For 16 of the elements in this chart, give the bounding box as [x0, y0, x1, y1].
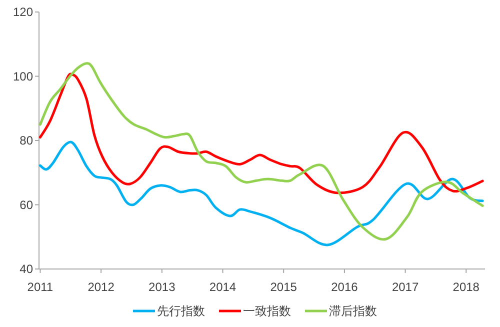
y-tick-label: 80	[20, 134, 34, 148]
y-tick-label: 120	[12, 5, 34, 19]
x-tick-label: 2012	[88, 280, 115, 294]
x-tick-label: 2016	[331, 280, 358, 294]
y-tick-label: 40	[20, 262, 34, 276]
x-tick-label: 2018	[452, 280, 480, 294]
x-tick-label: 2013	[148, 280, 176, 294]
legend-label: 先行指数	[157, 304, 205, 318]
y-tick-label: 60	[20, 198, 34, 212]
y-tick-label: 100	[12, 69, 34, 84]
x-tick-label: 2015	[270, 280, 298, 294]
legend-label: 滞后指数	[329, 304, 377, 318]
x-tick-label: 2011	[27, 280, 54, 294]
legend-label: 一致指数	[243, 304, 291, 318]
x-tick-label: 2014	[209, 280, 236, 294]
x-tick-label: 2017	[392, 280, 419, 294]
